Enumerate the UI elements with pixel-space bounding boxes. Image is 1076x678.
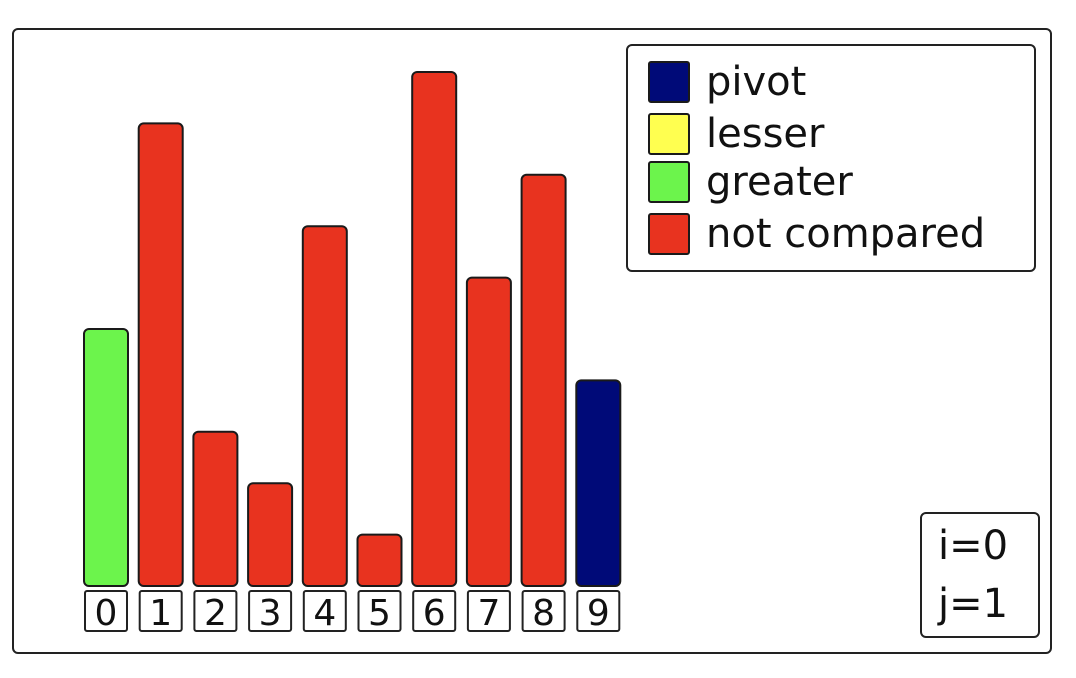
index-label-6: 6 xyxy=(423,593,446,634)
index-label-8: 8 xyxy=(532,593,555,634)
index-label-0: 0 xyxy=(95,593,118,634)
legend-label-greater: greater xyxy=(706,159,853,205)
legend-item-lesser: lesser xyxy=(648,110,824,158)
index-box-6 xyxy=(412,590,457,632)
legend-item-not-compared: not compared xyxy=(648,210,985,258)
bar-9 xyxy=(575,379,622,587)
bar-6 xyxy=(411,71,458,587)
index-label-5: 5 xyxy=(368,593,391,634)
index-box-4 xyxy=(302,590,347,632)
legend-label-lesser: lesser xyxy=(706,111,825,157)
index-box-5 xyxy=(357,590,402,632)
index-box-1 xyxy=(138,590,183,632)
legend-label-not-compared: not compared xyxy=(706,211,986,257)
index-label-3: 3 xyxy=(259,593,282,634)
loop-counters-box: i=0 j=1 xyxy=(920,512,1040,638)
index-label-9: 9 xyxy=(587,593,610,634)
index-label-4: 4 xyxy=(313,593,336,634)
legend-label-pivot: pivot xyxy=(706,59,807,105)
counter-j: j=1 xyxy=(938,581,1009,627)
index-label-2: 2 xyxy=(204,593,227,634)
bar-8 xyxy=(520,173,567,588)
index-box-7 xyxy=(466,590,511,632)
index-box-3 xyxy=(248,590,293,632)
index-label-1: 1 xyxy=(149,593,172,634)
index-box-8 xyxy=(521,590,566,632)
bar-4 xyxy=(301,225,348,587)
index-box-9 xyxy=(576,590,621,632)
index-box-0 xyxy=(84,590,128,632)
bar-0 xyxy=(83,328,129,587)
legend-swatch-not-compared xyxy=(648,213,690,255)
bar-2 xyxy=(192,430,239,587)
bar-5 xyxy=(356,533,403,587)
legend: pivot lesser greater not compared xyxy=(626,44,1036,272)
index-label-7: 7 xyxy=(477,593,500,634)
index-box-2 xyxy=(193,590,238,632)
bar-7 xyxy=(465,276,512,587)
bar-1 xyxy=(137,122,184,588)
counter-i: i=0 xyxy=(938,523,1009,569)
legend-item-pivot: pivot xyxy=(648,58,806,106)
legend-item-greater: greater xyxy=(648,158,853,206)
legend-swatch-lesser xyxy=(648,113,690,155)
bar-3 xyxy=(247,482,294,588)
legend-swatch-pivot xyxy=(648,61,690,103)
legend-swatch-greater xyxy=(648,161,690,203)
